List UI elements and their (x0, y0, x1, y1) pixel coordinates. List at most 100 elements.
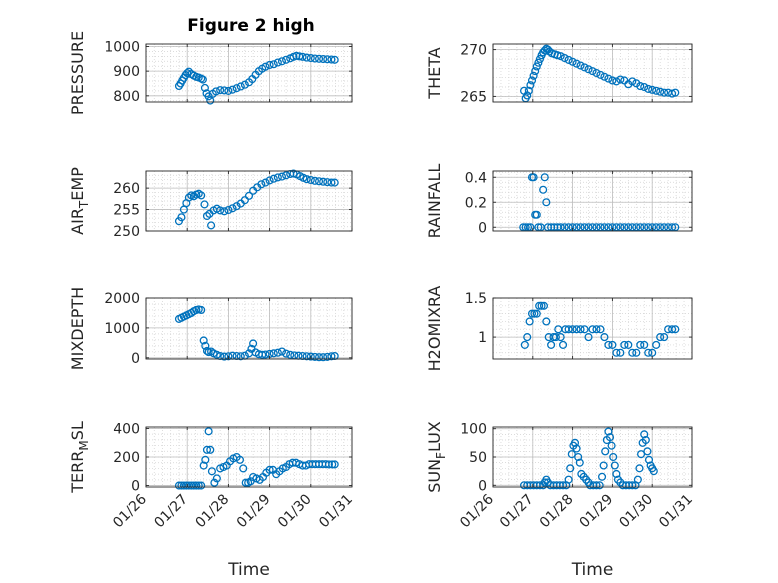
data-point (612, 348, 621, 357)
data-point (206, 96, 215, 105)
data-point (327, 178, 336, 187)
data-point (609, 452, 618, 462)
data-point (671, 88, 680, 97)
data-point (539, 301, 548, 310)
data-point (529, 173, 538, 182)
data-point (282, 349, 291, 358)
data-point (592, 68, 601, 78)
data-point (240, 196, 249, 205)
y-tick-label: 0 (131, 479, 140, 495)
data-point (295, 52, 304, 61)
data-point (612, 469, 621, 479)
data-point (628, 481, 637, 490)
data-point (628, 77, 637, 86)
data-point (323, 352, 332, 361)
axes-box (145, 297, 353, 360)
data-point (310, 54, 319, 63)
data-point (302, 53, 311, 62)
data-point (656, 333, 665, 342)
data-point (319, 177, 328, 186)
data-point (224, 86, 233, 95)
data-point (640, 340, 649, 349)
axes-background (146, 298, 352, 359)
data-point (265, 465, 274, 474)
y-tick-label: 0.2 (465, 195, 487, 211)
data-point (310, 352, 319, 361)
subplot-row3-right: 1 1.5 H2OMIXRA (425, 286, 693, 372)
data-point (201, 341, 210, 350)
data-point (556, 52, 565, 61)
data-point (604, 340, 613, 349)
y-axis-label: RAINFALL (425, 164, 444, 239)
data-point (535, 301, 544, 310)
data-point (232, 202, 241, 211)
data-point (588, 325, 597, 334)
data-point (643, 447, 652, 456)
data-point (542, 317, 551, 326)
data-point (202, 211, 212, 221)
y-tick-label: 270 (460, 43, 487, 59)
data-point (558, 340, 568, 349)
y-tick-label: 1000 (104, 39, 140, 55)
y-label-rest: SL (68, 421, 87, 440)
data-point (261, 178, 270, 187)
data-point (600, 333, 609, 342)
y-label-subscript: M (77, 440, 91, 450)
y-label-rest: LUX (425, 421, 444, 452)
data-point (636, 340, 645, 349)
data-point (289, 169, 298, 178)
data-point (310, 176, 319, 185)
data-point (520, 340, 529, 349)
data-point (644, 455, 654, 464)
data-point (652, 86, 661, 95)
data-point (224, 205, 233, 215)
data-point (194, 481, 203, 490)
y-tick-label: 250 (113, 224, 140, 240)
y-tick-label: 800 (113, 89, 140, 105)
subplot-row2-left: 250 255 260 AIRTEMP (68, 167, 353, 240)
data-point (539, 185, 548, 194)
y-tick-label: 255 (113, 203, 140, 219)
y-tick-label: 1000 (104, 321, 140, 337)
y-tick-label: 100 (460, 422, 487, 438)
data-point (580, 63, 589, 72)
data-point (306, 352, 315, 361)
data-point (298, 52, 307, 61)
x-tick-label: 01/31 (656, 491, 696, 531)
data-point (649, 467, 658, 476)
x-tick-label: 01/26 (110, 491, 150, 531)
data-point (228, 204, 237, 213)
data-point (199, 336, 208, 345)
figure-title: Figure 2 high (187, 16, 315, 36)
axes-background (493, 298, 692, 359)
data-point (204, 92, 213, 101)
data-point (228, 85, 237, 94)
data-point (199, 461, 208, 470)
y-label-main: MIXDEPTH (68, 287, 87, 370)
y-axis-label: AIRTEMP (68, 167, 91, 235)
y-label-main: THETA (425, 47, 444, 99)
data-point (306, 54, 315, 63)
x-axis-label: Time (571, 560, 614, 580)
data-point (640, 430, 649, 439)
data-point (282, 171, 291, 180)
data-point (265, 60, 274, 70)
y-label-main: RAINFALL (425, 164, 444, 239)
subplot-row3-left: 0 1000 2000 MIXDEPTH (68, 287, 353, 370)
data-point (607, 441, 616, 450)
y-label-main: H2OMIXRA (425, 286, 444, 372)
data-point (265, 176, 274, 185)
data-point (641, 435, 650, 445)
data-point (612, 77, 621, 86)
data-point (547, 340, 556, 349)
data-point (632, 348, 641, 357)
data-point (530, 309, 539, 318)
data-point (608, 340, 617, 349)
y-axis-label: TERRMSL (68, 421, 91, 494)
data-point (273, 58, 282, 67)
data-point (232, 84, 241, 93)
data-point (302, 175, 311, 184)
data-point (220, 207, 229, 216)
data-point (596, 70, 605, 79)
